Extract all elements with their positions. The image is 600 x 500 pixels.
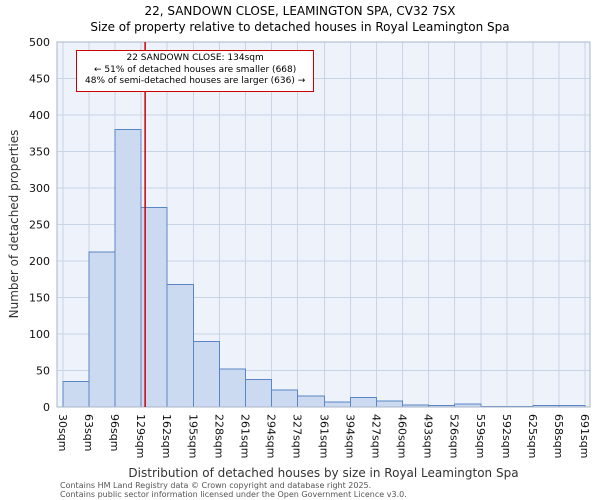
x-tick-label: 427sqm [370, 414, 383, 458]
x-tick-label: 30sqm [56, 414, 69, 451]
histogram-bar [270, 389, 299, 408]
annotation-smaller-line: ← 51% of detached houses are smaller (66… [94, 64, 297, 75]
y-tick-label: 150 [29, 292, 50, 305]
x-tick-label: 592sqm [500, 414, 513, 458]
histogram-bar [166, 283, 194, 408]
histogram-bar [218, 368, 246, 408]
x-tick-label: 625sqm [526, 414, 539, 458]
x-tick-label: 63sqm [82, 414, 95, 451]
x-axis-label: Distribution of detached houses by size … [128, 466, 519, 480]
x-tick-label: 394sqm [343, 414, 356, 458]
annotation-property-line: 22 SANDOWN CLOSE: 134sqm [126, 53, 264, 63]
y-tick-label: 500 [29, 36, 50, 49]
x-tick-label: 658sqm [552, 414, 565, 458]
histogram-bar [244, 378, 272, 408]
y-tick-label: 300 [29, 182, 50, 195]
plot-border [56, 41, 591, 408]
chart-title: 22, SANDOWN CLOSE, LEAMINGTON SPA, CV32 … [144, 4, 456, 18]
x-tick-label: 691sqm [578, 414, 591, 458]
x-tick-label: 526sqm [448, 414, 461, 458]
x-tick-label: 261sqm [238, 414, 251, 458]
histogram-bar [88, 251, 116, 408]
x-tick-label: 460sqm [396, 414, 409, 458]
footer-licence: Contains public sector information licen… [60, 490, 407, 499]
x-tick-label: 327sqm [291, 414, 304, 458]
y-tick-label: 400 [29, 109, 50, 122]
histogram-bar [192, 340, 220, 408]
y-tick-label: 100 [29, 328, 50, 341]
chart-subtitle: Size of property relative to detached ho… [90, 20, 510, 34]
histogram-bar [114, 129, 142, 408]
y-tick-label: 0 [43, 401, 50, 414]
x-tick-label: 162sqm [160, 414, 173, 458]
x-tick-label: 129sqm [134, 414, 147, 458]
y-tick-label: 250 [29, 219, 50, 232]
x-tick-label: 228sqm [212, 414, 225, 458]
histogram-bar [323, 401, 351, 408]
x-tick-label: 96sqm [108, 414, 121, 451]
x-tick-label: 493sqm [422, 414, 435, 458]
y-tick-label: 50 [36, 365, 50, 378]
y-axis-label: Number of detached properties [7, 129, 21, 319]
histogram-bar [349, 397, 378, 408]
property-annotation-box: 22 SANDOWN CLOSE: 134sqm ← 51% of detach… [76, 50, 315, 93]
annotation-larger-line: 48% of semi-detached houses are larger (… [85, 76, 306, 87]
y-tick-label: 200 [29, 255, 50, 268]
y-tick-label: 450 [29, 73, 50, 86]
x-tick-label: 294sqm [264, 414, 277, 458]
x-tick-label: 559sqm [474, 414, 487, 458]
histogram-bar [297, 395, 325, 408]
x-tick-label: 195sqm [186, 414, 199, 458]
y-tick-label: 350 [29, 146, 50, 159]
x-tick-label: 361sqm [317, 414, 330, 458]
footer-copyright: Contains HM Land Registry data © Crown c… [60, 481, 372, 490]
histogram-bar [62, 380, 90, 408]
histogram-bar [376, 400, 404, 408]
